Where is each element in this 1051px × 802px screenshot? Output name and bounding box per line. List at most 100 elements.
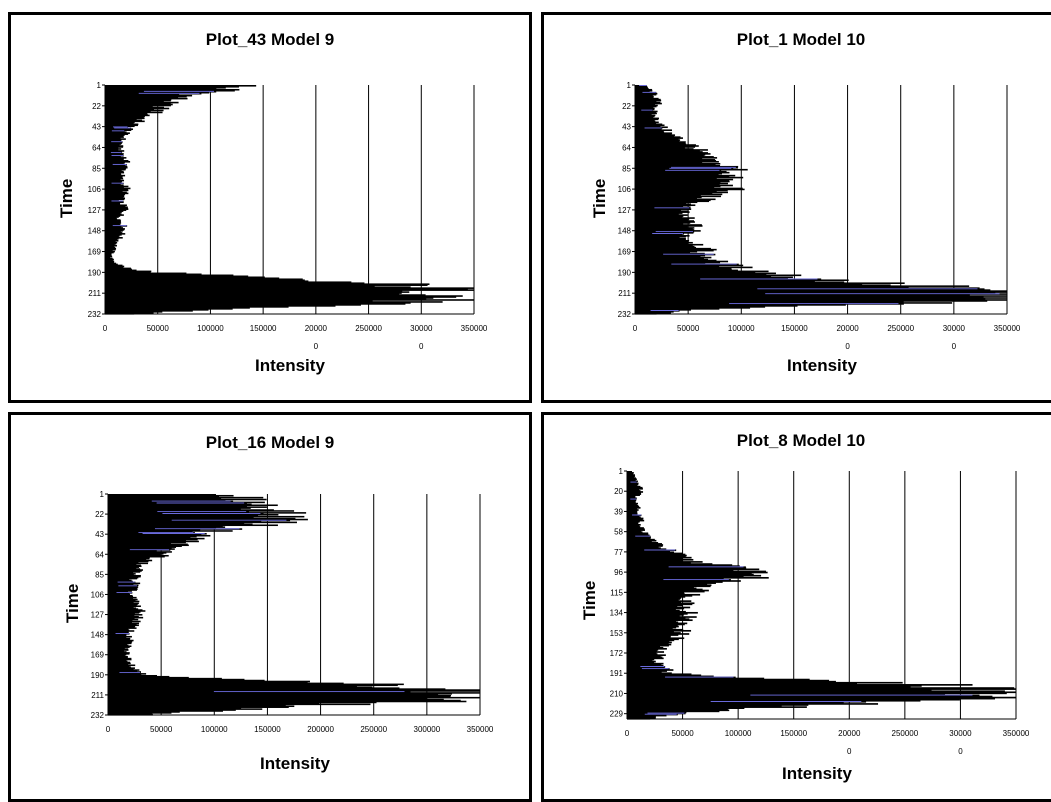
data-bar <box>635 275 772 278</box>
data-bar <box>105 256 111 259</box>
x-tick-label: 0 <box>633 324 638 333</box>
data-bar <box>105 148 122 150</box>
y-tick-label: 106 <box>618 185 632 194</box>
data-bar <box>108 714 153 716</box>
data-bar <box>635 145 699 147</box>
data-bar <box>105 138 126 140</box>
data-bar <box>627 567 747 570</box>
x-axis-label: Intensity <box>787 356 857 375</box>
data-bar <box>627 557 683 560</box>
data-bar <box>108 515 305 518</box>
data-bar <box>105 144 120 146</box>
data-bar <box>108 707 242 709</box>
data-bar <box>108 676 189 679</box>
data-bar <box>105 276 265 279</box>
y-tick-label: 169 <box>91 651 105 660</box>
data-bar <box>108 571 141 573</box>
data-bar <box>635 174 736 177</box>
data-bar <box>108 685 357 688</box>
data-bar <box>105 309 209 311</box>
data-bar <box>635 226 688 228</box>
data-bar <box>635 246 697 249</box>
data-bar <box>108 647 125 649</box>
data-bar <box>105 124 138 127</box>
chart-title: Plot_16 Model 9 <box>205 433 335 452</box>
data-bar <box>108 600 140 603</box>
data-bar <box>635 137 683 139</box>
data-bar <box>627 538 655 541</box>
y-tick-label: 191 <box>610 669 624 678</box>
data-bar <box>105 220 122 222</box>
data-bar <box>105 190 123 193</box>
data-bar <box>105 217 117 219</box>
data-bar <box>635 163 716 166</box>
y-tick-label: 20 <box>614 487 623 496</box>
data-bar <box>627 552 683 555</box>
data-bar <box>108 544 189 547</box>
data-bar <box>108 516 254 519</box>
data-bar <box>627 627 673 630</box>
data-bar <box>105 270 152 273</box>
data-bar <box>635 140 680 142</box>
data-bar <box>627 495 636 498</box>
data-bar <box>635 131 665 133</box>
data-bar <box>105 303 406 305</box>
data-bar <box>635 176 744 179</box>
data-bar <box>635 192 713 195</box>
data-bar <box>108 521 297 524</box>
data-bar <box>105 259 113 262</box>
data-bar <box>635 280 815 283</box>
data-bar <box>627 716 656 719</box>
data-bar <box>108 704 286 707</box>
data-bar <box>627 554 687 557</box>
data-bar <box>627 707 745 710</box>
data-bar <box>108 625 136 628</box>
data-bar <box>635 96 654 99</box>
data-bar <box>105 239 119 242</box>
data-bar <box>627 551 675 554</box>
chart-panel-1: Plot_43 Model 9 0 50000 100000 150000 20000 0… <box>8 12 532 403</box>
data-bar <box>108 524 278 527</box>
data-bar <box>627 508 638 510</box>
data-bar <box>635 273 767 276</box>
data-bar <box>105 294 426 296</box>
data-bar <box>627 696 1016 699</box>
data-bar <box>635 234 683 236</box>
data-bar <box>105 313 135 315</box>
data-bar <box>635 165 739 168</box>
data-bar <box>108 582 141 585</box>
data-bar <box>635 106 654 109</box>
data-bar <box>105 229 125 231</box>
data-bar <box>627 624 678 627</box>
data-bar <box>105 192 129 195</box>
data-bar <box>105 161 131 163</box>
data-bar <box>627 703 879 705</box>
data-bar <box>635 296 984 298</box>
data-bar <box>105 135 124 137</box>
y-axis-label: Time <box>63 583 82 623</box>
data-bar <box>635 117 659 120</box>
data-bar <box>105 218 118 220</box>
data-bar <box>635 292 996 294</box>
data-bar <box>105 275 249 278</box>
y-tick-label: 190 <box>618 268 632 277</box>
data-bar <box>635 254 706 257</box>
data-bar <box>105 258 114 261</box>
data-bar <box>105 312 154 314</box>
y-tick-label: 22 <box>622 102 631 111</box>
data-bar <box>105 233 126 235</box>
data-bar <box>108 550 157 552</box>
data-bar <box>627 637 685 640</box>
data-bar <box>108 572 134 574</box>
data-bar <box>108 530 233 532</box>
x-tick-label: 150000 <box>781 324 808 333</box>
data-bar <box>627 507 641 509</box>
data-bar <box>108 590 132 592</box>
data-bar <box>105 246 116 249</box>
data-bar <box>627 662 664 665</box>
data-bar <box>108 587 138 589</box>
data-bar <box>108 536 191 539</box>
data-bar <box>635 304 846 306</box>
